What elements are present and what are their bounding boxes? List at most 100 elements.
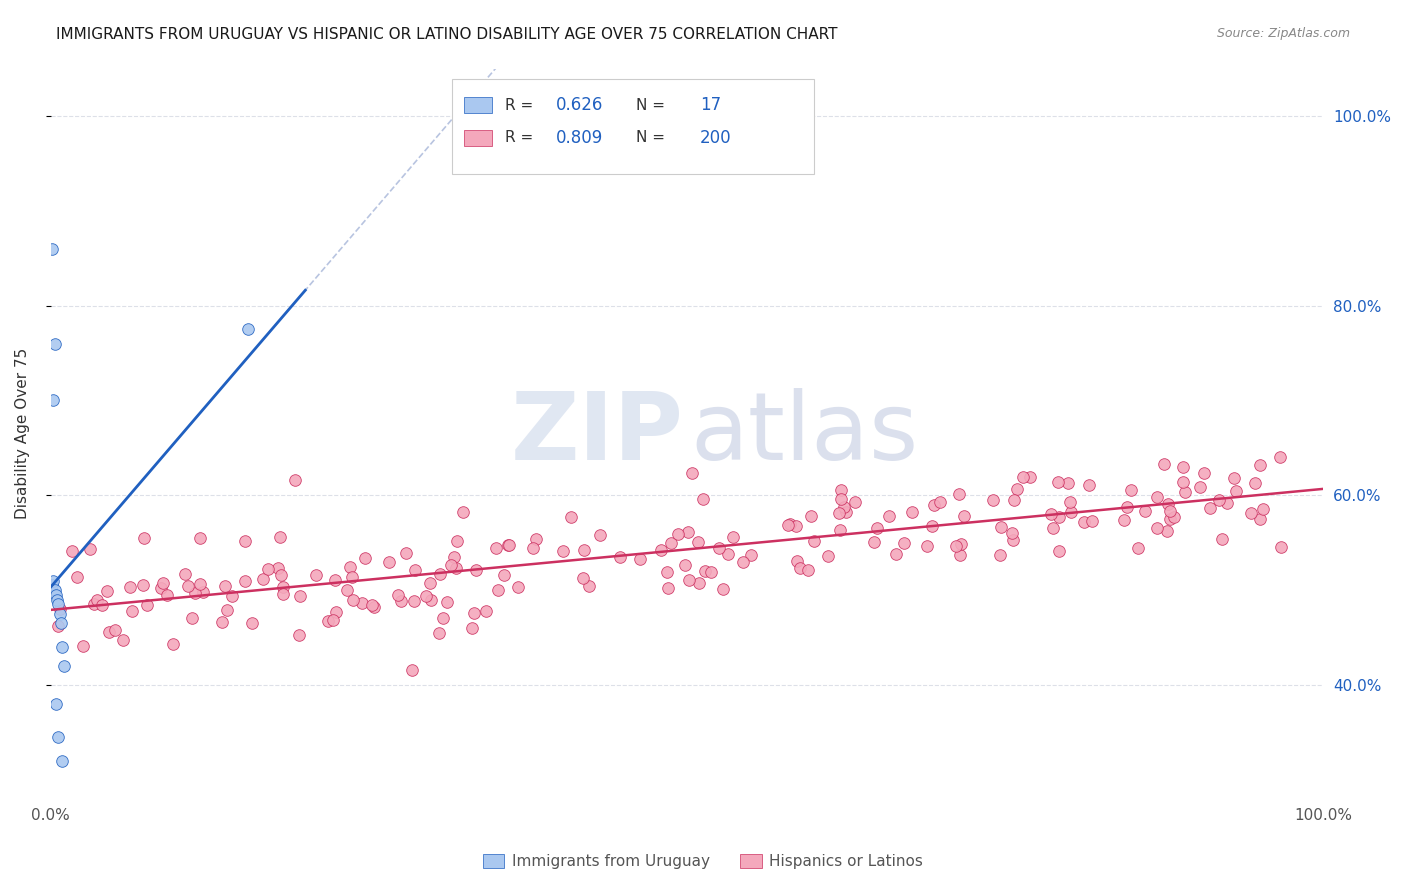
Point — [257, 562, 280, 576]
Point — [1126, 541, 1149, 556]
Point — [252, 572, 274, 586]
Point — [797, 563, 820, 577]
Y-axis label: Disability Age Over 75: Disability Age Over 75 — [15, 348, 30, 519]
Point — [830, 523, 852, 537]
Point — [1007, 482, 1029, 496]
Point — [844, 495, 866, 509]
Point — [981, 492, 1004, 507]
Point — [104, 624, 127, 638]
Point — [572, 571, 595, 585]
Point — [96, 584, 118, 599]
Point — [589, 528, 612, 542]
Point — [269, 530, 291, 544]
Text: N =: N = — [636, 97, 665, 112]
Point — [1249, 512, 1271, 526]
FancyBboxPatch shape — [451, 79, 814, 175]
Point — [803, 534, 825, 549]
Point — [72, 639, 94, 653]
Point — [221, 589, 243, 603]
Point — [316, 614, 339, 628]
Point — [389, 594, 412, 608]
Point — [51, 640, 73, 654]
Point — [1156, 524, 1178, 539]
Point — [828, 506, 851, 520]
Point — [304, 568, 326, 582]
Point — [177, 579, 200, 593]
Point — [578, 579, 600, 593]
Point — [949, 536, 972, 550]
Point — [1046, 475, 1069, 490]
Point — [236, 322, 259, 336]
Point — [695, 564, 717, 578]
Point — [572, 542, 595, 557]
Point — [1001, 533, 1024, 547]
Point — [1001, 526, 1024, 541]
Point — [1047, 510, 1070, 524]
Point — [135, 599, 157, 613]
Point — [322, 613, 344, 627]
Point — [901, 505, 924, 519]
Point — [361, 598, 384, 612]
Point — [1042, 521, 1064, 535]
Point — [284, 473, 307, 487]
Point — [988, 548, 1011, 562]
Point — [1081, 514, 1104, 528]
Point — [733, 555, 755, 569]
Point — [214, 579, 236, 593]
Point — [1225, 484, 1247, 499]
Point — [97, 624, 120, 639]
Point — [922, 498, 945, 512]
Point — [1056, 476, 1078, 491]
Point — [779, 516, 801, 531]
Point — [132, 577, 155, 591]
Point — [524, 532, 547, 546]
Point — [1174, 485, 1197, 500]
Point — [1189, 480, 1212, 494]
Point — [678, 573, 700, 587]
Point — [49, 616, 72, 631]
Point — [721, 530, 744, 544]
Point — [287, 628, 309, 642]
Point — [152, 575, 174, 590]
Legend: Immigrants from Uruguay, Hispanics or Latinos: Immigrants from Uruguay, Hispanics or La… — [477, 848, 929, 875]
Point — [446, 561, 468, 575]
Point — [266, 560, 288, 574]
Point — [79, 541, 101, 556]
Point — [378, 555, 401, 569]
Point — [419, 593, 441, 607]
Point — [461, 621, 484, 635]
Point — [1192, 467, 1215, 481]
Text: 200: 200 — [700, 128, 731, 147]
Point — [681, 467, 703, 481]
Point — [288, 589, 311, 603]
Point — [830, 483, 852, 497]
Point — [191, 585, 214, 599]
Point — [560, 510, 582, 524]
Point — [235, 574, 257, 588]
Point — [786, 554, 808, 568]
Point — [1199, 500, 1222, 515]
Point — [52, 659, 75, 673]
Point — [83, 597, 105, 611]
Point — [700, 566, 723, 580]
Point — [1116, 500, 1139, 515]
Point — [834, 500, 856, 514]
Point — [1244, 475, 1267, 490]
Point — [336, 583, 359, 598]
Point — [1040, 507, 1063, 521]
Point — [1073, 515, 1095, 529]
Text: IMMIGRANTS FROM URUGUAY VS HISPANIC OR LATINO DISABILITY AGE OVER 75 CORRELATION: IMMIGRANTS FROM URUGUAY VS HISPANIC OR L… — [56, 27, 838, 42]
Point — [401, 663, 423, 677]
Point — [363, 599, 385, 614]
Point — [692, 492, 714, 507]
Point — [1270, 540, 1292, 554]
Point — [51, 754, 73, 768]
Point — [789, 561, 811, 575]
Point — [41, 578, 63, 592]
Text: Source: ZipAtlas.com: Source: ZipAtlas.com — [1216, 27, 1350, 40]
Point — [863, 535, 886, 549]
Point — [48, 602, 70, 616]
Point — [404, 563, 426, 577]
Point — [866, 521, 889, 535]
Point — [917, 539, 939, 553]
